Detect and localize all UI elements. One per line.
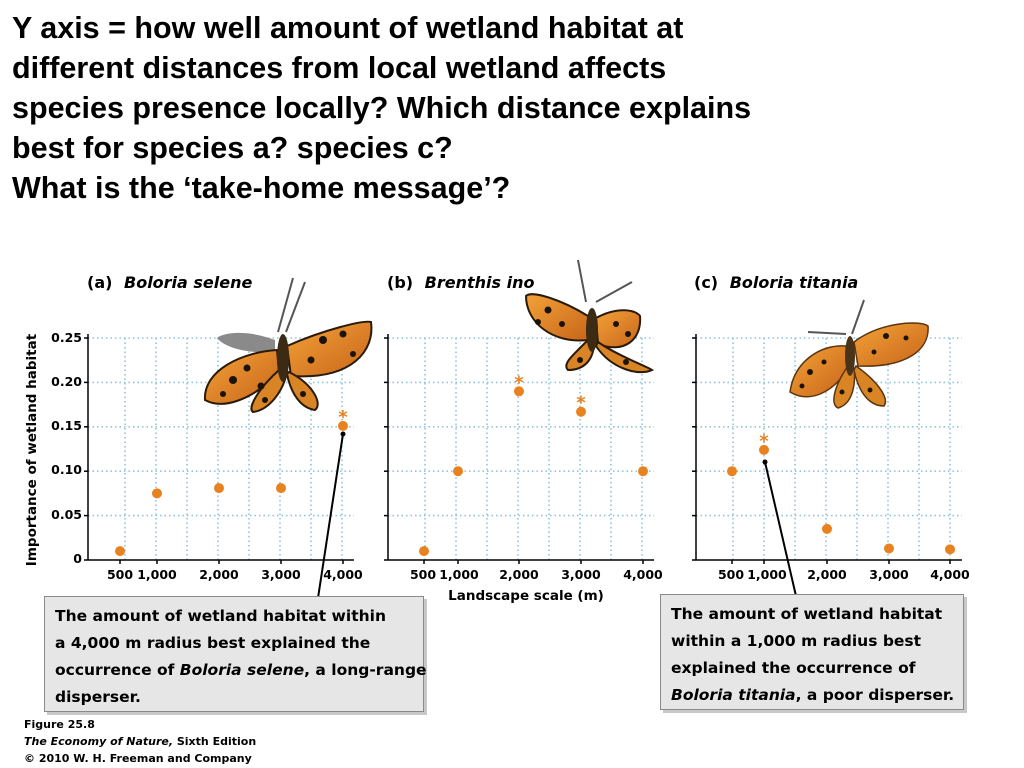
data-point (276, 483, 286, 494)
callout-line: a 4,000 m radius best explained the (55, 634, 371, 652)
callout-box-titania: The amount of wetland habitat within a 1… (660, 594, 964, 710)
data-point (514, 386, 524, 397)
data-point (759, 444, 769, 455)
callout-species: Boloria titania (671, 686, 796, 704)
y-tick-label: 0.25 (51, 330, 82, 345)
x-tick-label: 4,000 (930, 567, 970, 582)
data-point (214, 483, 224, 494)
y-tick-labels: 0 0.05 0.10 0.15 0.20 0.25 (51, 330, 82, 566)
question-line: What is the ‘take-home message’? (12, 171, 511, 205)
x-tick-label: 3,000 (869, 567, 909, 582)
x-tick-label: 500 (718, 567, 744, 582)
x-tick-label: 2,000 (807, 567, 847, 582)
callout-species: Boloria selene (179, 661, 305, 679)
callout-text: occurrence of (55, 661, 180, 679)
panel-c-title: (c) Boloria titania (694, 273, 858, 292)
callout-line: disperser. (55, 688, 141, 706)
y-axis-title: Importance of wetland habitat (24, 333, 40, 566)
callout-box-selene: The amount of wetland habitat within a 4… (44, 596, 427, 712)
panel-a-plot: * (84, 334, 354, 564)
callout-line: within a 1,000 m radius best (671, 632, 922, 650)
significance-asterisk: * (338, 407, 348, 428)
x-tick-label: 1,000 (137, 567, 177, 582)
data-point (638, 466, 648, 477)
x-tick-labels-c: 500 1,000 2,000 3,000 4,000 (718, 567, 970, 582)
callout-line: occurrence of Boloria selene, a long-ran… (55, 657, 427, 684)
caption-source: The Economy of Nature, Sixth Edition (24, 733, 256, 750)
x-tick-label: 2,000 (199, 567, 239, 582)
significance-asterisk: * (759, 431, 769, 452)
callout-a-leader-line (317, 433, 344, 599)
x-tick-label: 3,000 (561, 567, 601, 582)
y-tick-label: 0.10 (51, 462, 82, 477)
panel-a-species: Boloria selene (124, 273, 253, 292)
y-tick-label: 0 (73, 551, 82, 566)
callout-text: , a poor disperser. (795, 686, 955, 704)
x-tick-label: 500 (107, 567, 133, 582)
panel-a-title: (a) Boloria selene (87, 273, 253, 292)
caption-book-title: The Economy of Nature, (24, 735, 174, 748)
data-point (115, 546, 125, 557)
y-tick-label: 0.20 (51, 374, 82, 389)
data-point (152, 488, 162, 499)
significance-asterisk: * (576, 393, 586, 414)
caption-edition: Sixth Edition (173, 735, 257, 748)
callout-line: Boloria titania, a poor disperser. (671, 682, 955, 709)
panel-b-label: (b) (387, 273, 413, 292)
question-text: Y axis = how well amount of wetland habi… (12, 8, 1012, 208)
x-tick-label: 4,000 (323, 567, 363, 582)
data-point (453, 466, 463, 477)
x-tick-label: 3,000 (261, 567, 301, 582)
caption-figure-number: Figure 25.8 (24, 718, 95, 731)
x-tick-label: 4,000 (623, 567, 663, 582)
data-point (727, 466, 737, 477)
panel-b-species: Brenthis ino (425, 273, 535, 292)
data-point (884, 543, 894, 554)
question-line: best for species a? species c? (12, 131, 453, 165)
panel-c-species: Boloria titania (730, 273, 859, 292)
question-line: Y axis = how well amount of wetland habi… (12, 11, 684, 45)
y-tick-label: 0.15 (51, 418, 82, 433)
data-point (822, 523, 832, 534)
butterfly-ino-image (524, 259, 654, 374)
figure-caption: Figure 25.8 The Economy of Nature, Sixth… (24, 716, 256, 767)
panel-b-title: (b) Brenthis ino (387, 273, 534, 292)
callout-line: The amount of wetland habitat (671, 605, 943, 623)
x-tick-label: 1,000 (747, 567, 787, 582)
data-point (576, 406, 586, 417)
significance-asterisk: * (514, 372, 524, 393)
callout-a-leader-dot (340, 431, 346, 437)
callout-line: The amount of wetland habitat within (55, 607, 386, 625)
x-tick-label: 500 (410, 567, 436, 582)
callout-c-leader-dot (762, 459, 768, 465)
x-tick-label: 2,000 (499, 567, 539, 582)
callout-text: , a long-range (304, 661, 427, 679)
callout-line: explained the occurrence of (671, 659, 916, 677)
panel-b-plot: ** (384, 334, 654, 564)
butterfly-selene-image (203, 277, 373, 414)
x-tick-label: 1,000 (439, 567, 479, 582)
data-point (419, 546, 429, 557)
x-tick-labels-b: 500 1,000 2,000 3,000 4,000 (410, 567, 663, 582)
caption-copyright: © 2010 W. H. Freeman and Company (24, 752, 252, 765)
y-tick-label: 0.05 (51, 507, 82, 522)
data-point (338, 420, 348, 431)
butterfly-titania-image (789, 299, 929, 409)
x-axis-title: Landscape scale (m) (448, 588, 604, 604)
x-tick-labels-a: 500 1,000 2,000 3,000 4,000 (107, 567, 363, 582)
panel-a-label: (a) (87, 273, 112, 292)
panel-c-label: (c) (694, 273, 718, 292)
data-point (945, 544, 955, 555)
question-line: different distances from local wetland a… (12, 51, 667, 85)
question-line: species presence locally? Which distance… (12, 91, 752, 125)
callout-c-leader-line (764, 461, 797, 597)
